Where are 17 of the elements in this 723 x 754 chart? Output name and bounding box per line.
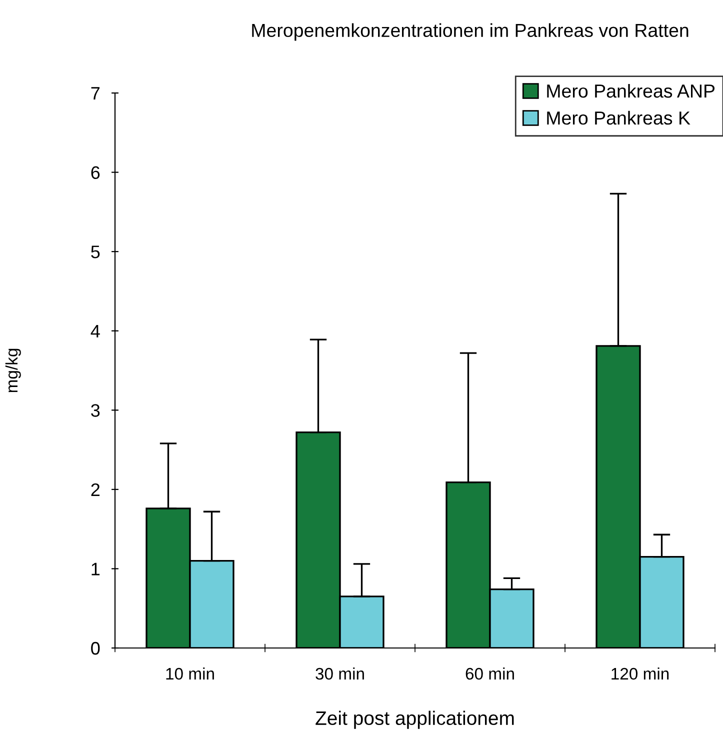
y-tick-label: 5 <box>91 246 100 258</box>
x-tick-label: 10 min <box>166 667 214 680</box>
legend-label: Mero Pankreas K <box>547 110 690 125</box>
y-tick-label: 0 <box>91 642 100 655</box>
y-tick-label: 4 <box>90 324 100 338</box>
x-tick-label: 120 min <box>612 667 669 680</box>
y-tick-label: 1 <box>92 562 100 576</box>
y-tick-label: 7 <box>91 87 100 100</box>
y-tick-label: 6 <box>91 166 100 180</box>
x-axis-title: Zeit post applicationem <box>316 710 514 729</box>
y-tick-label: 2 <box>91 483 100 496</box>
x-tick-label: 30 min <box>316 667 364 680</box>
legend-label: Mero Pankreas ANP <box>547 84 715 98</box>
y-axis-title: mg/kg <box>5 348 21 392</box>
x-tick-label: 60 min <box>466 667 514 680</box>
y-tick-label: 3 <box>91 404 100 417</box>
chart-title: Meropenemkonzentrationen im Pankreas von Ratten <box>252 23 688 41</box>
